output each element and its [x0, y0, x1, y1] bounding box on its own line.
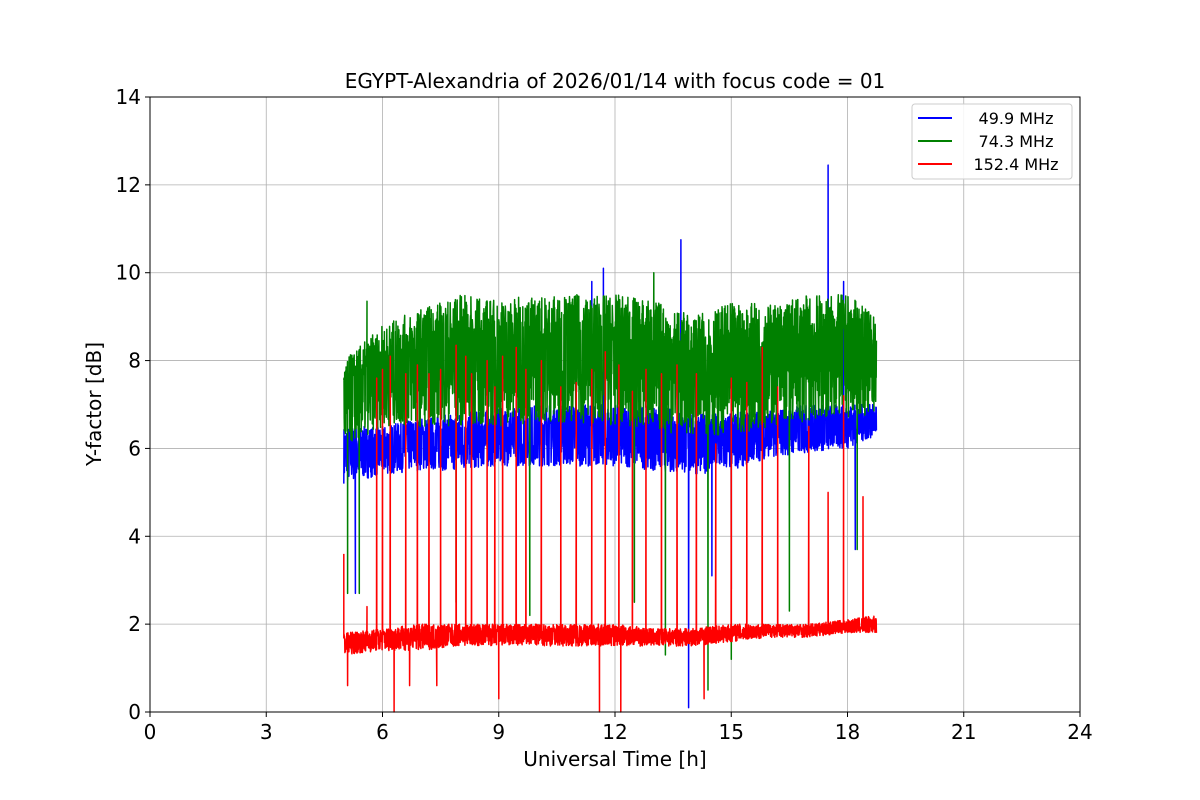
- series-line-0: [343, 164, 878, 709]
- y-tick-label: 14: [116, 85, 141, 109]
- series-lines: [343, 164, 878, 713]
- x-axis-label: Universal Time [h]: [523, 747, 706, 771]
- x-tick-label: 0: [144, 720, 157, 744]
- x-tick-label: 24: [1067, 720, 1092, 744]
- y-tick-label: 10: [116, 261, 141, 285]
- series-line-2: [343, 344, 878, 713]
- x-tick-label: 15: [719, 720, 744, 744]
- x-tick-label: 3: [260, 720, 273, 744]
- series-line-1: [343, 271, 878, 691]
- y-tick-label: 8: [128, 349, 141, 373]
- y-tick-label: 4: [128, 524, 141, 548]
- y-tick-label: 6: [128, 436, 141, 460]
- legend-label: 74.3 MHz: [979, 132, 1054, 151]
- legend-label: 152.4 MHz: [973, 155, 1058, 174]
- legend: 49.9 MHz 74.3 MHz 152.4 MHz: [911, 103, 1073, 180]
- y-tick-label: 12: [116, 173, 141, 197]
- x-tick-label: 6: [376, 720, 389, 744]
- legend-label: 49.9 MHz: [979, 109, 1054, 128]
- x-tick-label: 9: [492, 720, 505, 744]
- y-axis-label: Y-factor [dB]: [82, 342, 106, 467]
- x-tick-label: 12: [602, 720, 627, 744]
- y-tick-label: 0: [128, 700, 141, 724]
- y-tick-label: 2: [128, 612, 141, 636]
- x-tick-label: 18: [835, 720, 860, 744]
- chart-title: EGYPT-Alexandria of 2026/01/14 with focu…: [345, 69, 886, 93]
- x-tick-label: 21: [951, 720, 976, 744]
